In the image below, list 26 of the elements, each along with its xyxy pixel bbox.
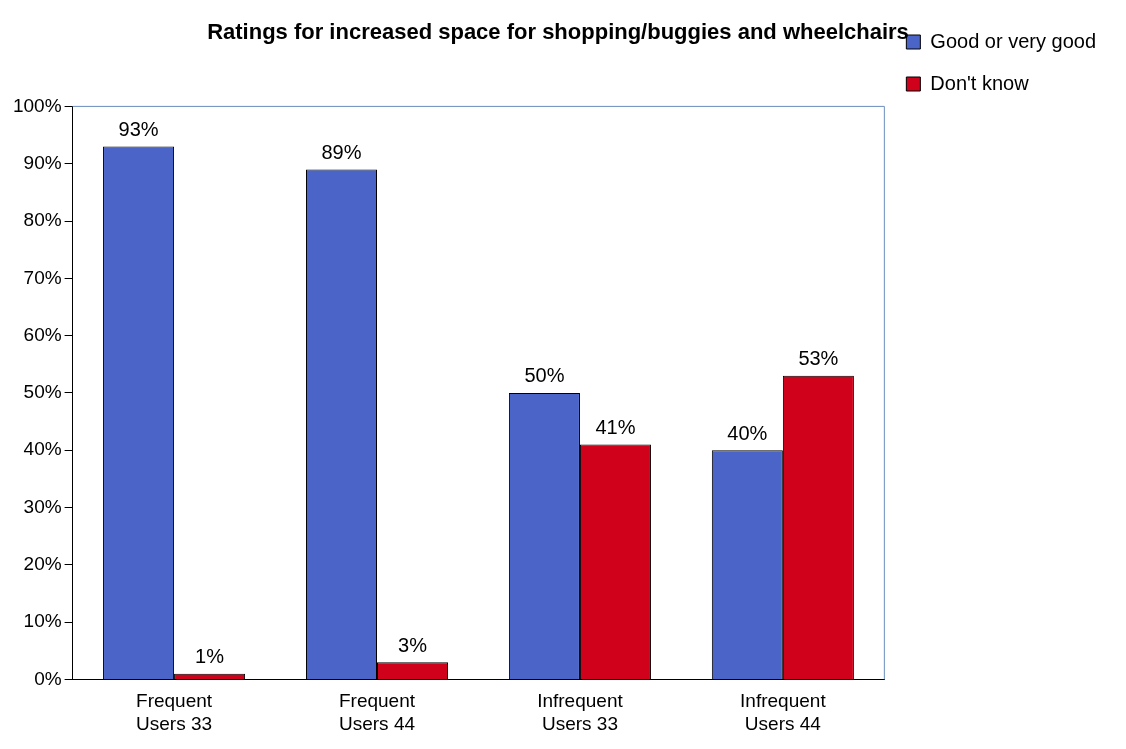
y-tick-label: 70% — [23, 266, 62, 288]
data-label: 40% — [727, 421, 768, 444]
data-label: 3% — [398, 633, 428, 656]
y-tick-label: 90% — [23, 151, 62, 173]
legend-label: Good or very good — [930, 29, 1096, 52]
y-tick-label: 0% — [34, 667, 62, 689]
data-label: 53% — [798, 347, 839, 370]
data-label: 1% — [195, 645, 225, 668]
y-tick-label: 80% — [23, 209, 62, 231]
y-tick-label: 100% — [12, 94, 62, 116]
data-label: 41% — [595, 415, 636, 438]
chart-title: Ratings for increased space for shopping/buggies and wheelchairs — [207, 19, 909, 45]
x-tick-label: Frequent Users 44 — [338, 690, 416, 734]
y-tick-label: 20% — [23, 553, 62, 575]
x-tick-label: Infrequent Users 44 — [740, 690, 827, 734]
data-label: 93% — [118, 118, 159, 141]
y-tick-label: 10% — [23, 610, 62, 632]
y-tick-label: 60% — [23, 323, 62, 345]
y-tick-label: 40% — [23, 438, 62, 460]
y-tick-label: 50% — [23, 381, 62, 403]
legend-label: Don't know — [930, 71, 1030, 94]
data-label: 89% — [321, 140, 362, 163]
data-label: 50% — [524, 364, 565, 387]
x-tick-label: Infrequent Users 33 — [537, 690, 624, 734]
y-tick-label: 30% — [23, 495, 62, 517]
x-tick-label: Frequent Users 33 — [136, 690, 213, 734]
